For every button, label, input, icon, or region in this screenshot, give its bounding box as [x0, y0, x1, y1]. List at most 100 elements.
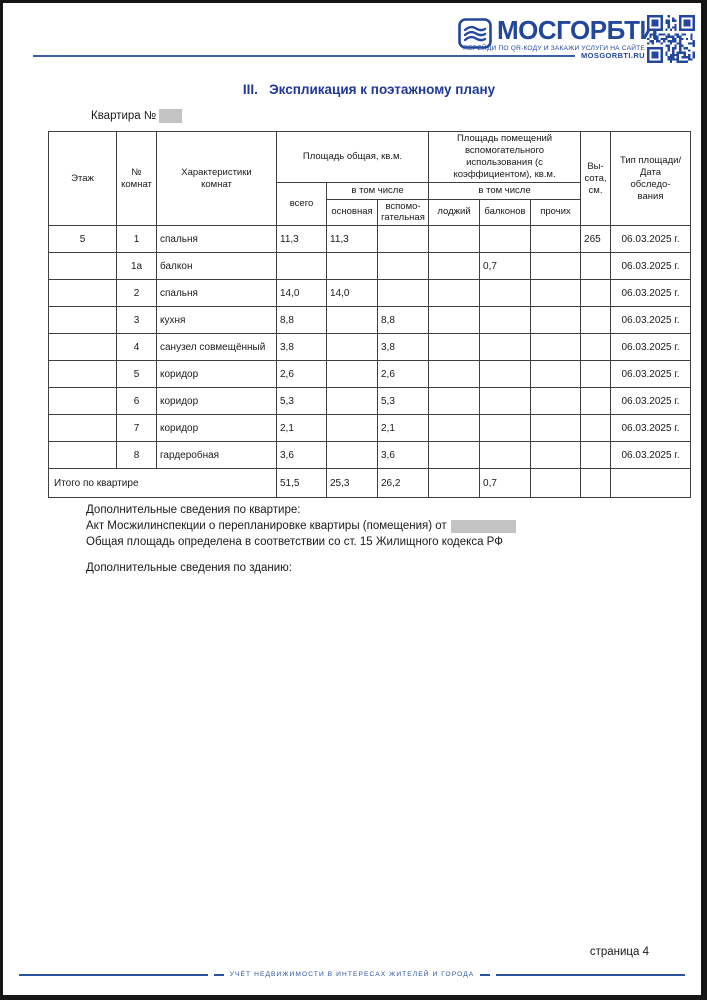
- footer-slogan-rule: УЧЁТ НЕДВИЖИМОСТИ В ИНТЕРЕСАХ ЖИТЕЛЕЙ И …: [19, 971, 686, 978]
- cell: [428, 441, 481, 470]
- col-header-loggias: лоджий: [428, 198, 481, 227]
- footer-slogan: УЧЁТ НЕДВИЖИМОСТИ В ИНТЕРЕСАХ ЖИТЕЛЕЙ И …: [229, 971, 475, 978]
- col-header-other: прочих: [530, 198, 582, 227]
- page-number: страница 4: [589, 946, 649, 958]
- cell: [326, 414, 378, 443]
- cell: 06.03.2025 г.: [610, 306, 692, 335]
- brand-site-url: MOSGORBTI.RU: [581, 51, 645, 60]
- totals-cell: 26,2: [376, 468, 430, 499]
- cell: 14,0: [276, 279, 327, 308]
- cell: 06.03.2025 г.: [610, 279, 692, 308]
- cell: 06.03.2025 г.: [610, 441, 692, 470]
- cell: 3,8: [276, 333, 327, 362]
- cell: 4: [116, 333, 157, 362]
- table-row: 4 санузел совмещённый 3,8 3,8 06.03.2025 г.: [48, 333, 692, 362]
- table-row: 5 1 спальня 11,3 11,3 265 06.03.2025 г.: [48, 225, 692, 254]
- cell: [48, 306, 117, 335]
- cell: 06.03.2025 г.: [610, 225, 692, 254]
- table-row: 2 спальня 14,0 14,0 06.03.2025 г.: [48, 279, 692, 308]
- cell: [530, 414, 582, 443]
- cell: [428, 279, 481, 308]
- cell: [326, 252, 378, 281]
- footer-dash-right: [480, 973, 491, 976]
- cell: 14,0: [326, 279, 378, 308]
- col-header-aux-area-group: Площадь помещений вспомогательного испол…: [428, 131, 582, 183]
- cell: [479, 225, 532, 254]
- apartment-number-redacted: [159, 109, 183, 123]
- cell: 8: [116, 441, 157, 470]
- table-row: 3 кухня 8,8 8,8 06.03.2025 г.: [48, 306, 692, 335]
- cell: [580, 441, 612, 470]
- cell: 06.03.2025 г.: [610, 333, 692, 362]
- cell: [376, 225, 430, 254]
- cell: [530, 387, 582, 416]
- cell: 3,6: [276, 441, 327, 470]
- col-header-floor: Этаж: [48, 130, 117, 227]
- cell: коридор: [156, 360, 277, 389]
- cell: [479, 360, 532, 389]
- cell: 1: [116, 225, 157, 254]
- cell: [580, 279, 612, 308]
- cell: [479, 387, 532, 416]
- cell: [376, 252, 430, 281]
- cell: 0,7: [479, 252, 532, 281]
- brand-logo-text: МОСГОРБТИ: [497, 15, 658, 45]
- totals-cell: [428, 468, 481, 499]
- col-header-type-date: Тип площади/ Дата обследо- вания: [610, 130, 692, 227]
- cell: 3,6: [376, 441, 430, 470]
- cell: спальня: [156, 279, 277, 308]
- totals-row: Итого по квартире 51,5 25,3 26,2 0,7: [48, 468, 692, 499]
- qr-code-icon: [647, 15, 695, 63]
- table-row: 6 коридор 5,3 5,3 06.03.2025 г.: [48, 387, 692, 416]
- cell: [428, 360, 481, 389]
- cell: [530, 333, 582, 362]
- cell: 8,8: [276, 306, 327, 335]
- col-header-height: Вы- сота, см.: [580, 130, 612, 227]
- cell: 2,6: [376, 360, 430, 389]
- cell: [479, 279, 532, 308]
- cell: [326, 441, 378, 470]
- cell: [530, 252, 582, 281]
- col-header-balconies: балконов: [479, 198, 532, 227]
- cell: 2,1: [276, 414, 327, 443]
- col-header-including-aux: в том числе: [428, 181, 582, 200]
- cell: [530, 279, 582, 308]
- apartment-notes: Дополнительные сведения по квартире: Акт…: [86, 502, 516, 550]
- cell: 7: [116, 414, 157, 443]
- cell: [580, 360, 612, 389]
- cell: [48, 333, 117, 362]
- footer-dash-left: [213, 973, 224, 976]
- cell: [580, 252, 612, 281]
- cell: 5,3: [276, 387, 327, 416]
- cell: 2: [116, 279, 157, 308]
- col-header-room-no: № комнат: [116, 130, 157, 227]
- cell: [580, 387, 612, 416]
- cell: [326, 333, 378, 362]
- cell: 5: [116, 360, 157, 389]
- table-body: 5 1 спальня 11,3 11,3 265 06.03.2025 г. 1а балко…: [48, 225, 692, 499]
- cell: [479, 306, 532, 335]
- cell: 1а: [116, 252, 157, 281]
- cell: [428, 306, 481, 335]
- col-header-total: всего: [276, 181, 327, 227]
- table-row: 7 коридор 2,1 2,1 06.03.2025 г.: [48, 414, 692, 443]
- cell: балкон: [156, 252, 277, 281]
- cell: [580, 306, 612, 335]
- cell: [326, 306, 378, 335]
- brand-tagline: ПЕРЕЙДИ ПО QR-КОДУ И ЗАКАЖИ УСЛУГИ НА СА…: [463, 45, 645, 52]
- cell: 5,3: [376, 387, 430, 416]
- notes-apartment-heading: Дополнительные сведения по квартире:: [86, 504, 301, 516]
- cell: 3: [116, 306, 157, 335]
- col-header-characteristics: Характеристики комнат: [156, 130, 277, 227]
- col-header-auxiliary: вспомо- гательная: [376, 198, 430, 227]
- cell: [530, 360, 582, 389]
- cell: [48, 252, 117, 281]
- cell: санузел совмещённый: [156, 333, 277, 362]
- cell: кухня: [156, 306, 277, 335]
- notes-act-line: Акт Мосжилинспекции о перепланировке ква…: [86, 518, 516, 534]
- page-title: III. Экспликация к поэтажному плану: [242, 82, 496, 97]
- cell: [530, 441, 582, 470]
- cell: 6: [116, 387, 157, 416]
- cell: 5: [48, 225, 117, 254]
- col-header-total-area-group: Площадь общая, кв.м.: [275, 131, 430, 183]
